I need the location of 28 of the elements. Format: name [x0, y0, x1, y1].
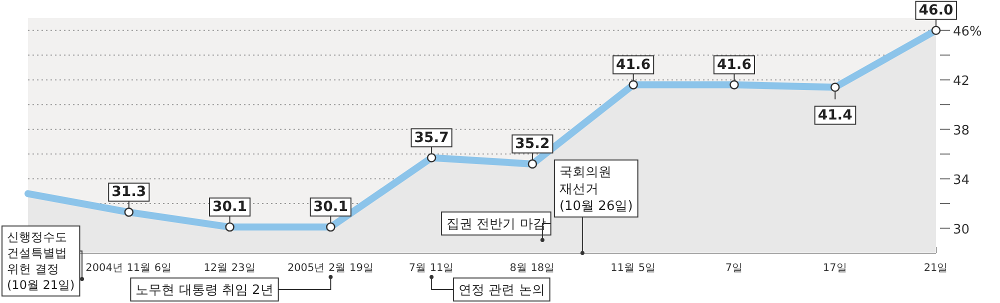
text: 41.6 [616, 56, 651, 73]
text: 41.4 [818, 107, 852, 124]
x-tick-label: 8월 18일 [510, 262, 556, 274]
text: 35.7 [414, 130, 449, 146]
y-tick-label: 30 [953, 222, 970, 238]
x-tick-label: 2004년 11월 6일 [86, 262, 172, 274]
y-tick-label: 42 [953, 74, 970, 89]
y-tick-label: 38 [953, 123, 970, 138]
annotation: 신행정수도 건설특별법 위헌 결정 (10월 21일) [7, 230, 75, 292]
x-tick-label: 12월 23일 [204, 262, 256, 274]
x-tick-label: 2005년 2월 19일 [287, 262, 374, 274]
text: 노무현 대통령 취임 2년 [136, 283, 274, 298]
y-tick-label: 34 [953, 172, 970, 188]
annotation: 집권 전반기 마감 [446, 217, 546, 232]
x-tick-label: 7일 [725, 262, 744, 274]
text: 46.0 [918, 2, 954, 18]
text: 연정 관련 논의 [458, 283, 545, 298]
text: 31.3 [112, 184, 146, 200]
text: 41.6 [716, 56, 752, 73]
x-tick-label: 21일 [924, 262, 948, 274]
x-tick-label: 17일 [822, 262, 848, 274]
text: 30.1 [313, 199, 348, 216]
annotation: 국회의원 재선거 (10월 26일) [559, 165, 633, 214]
x-tick-label: 11월 5일 [610, 262, 656, 274]
x-tick-label: 7월 11일 [408, 262, 454, 274]
y-tick-label: 46% [953, 24, 982, 40]
text: 35.2 [515, 136, 550, 152]
text: 30.1 [212, 199, 248, 216]
